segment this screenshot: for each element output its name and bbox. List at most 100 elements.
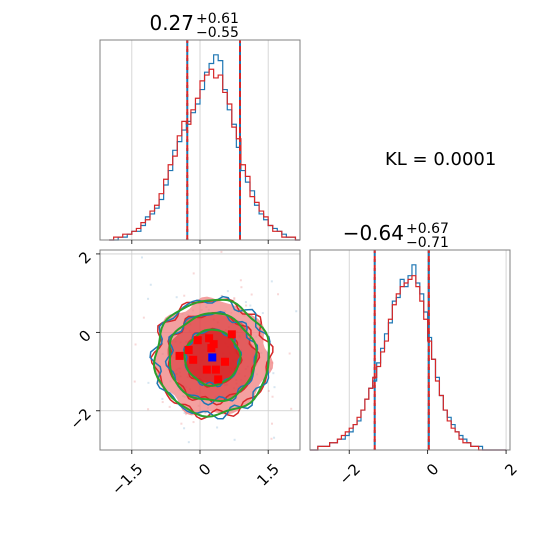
sample-point [147,381,150,384]
sample-point [185,413,188,416]
joint-content [133,243,346,444]
sample-point [273,436,276,439]
y-marginal-ticks: −2 0 2 [336,450,521,488]
y-tick-label: 2 [75,248,94,267]
sample-point [147,297,150,300]
sample-point [233,297,236,300]
sample-point [169,397,172,400]
sample-point [192,421,195,424]
x-marginal-quantiles [186,40,241,240]
joint-panel: −1.5 0 1.5 −2 0 2 [66,243,346,499]
sample-point [277,293,280,296]
contour-green [153,298,270,418]
sample-point [270,280,273,283]
y-marginal-quantiles [373,250,430,450]
sample-point [147,408,150,411]
density-peak-marker [227,330,236,339]
sample-point [272,372,275,375]
density-peak-marker [221,357,229,366]
density-peak-marker [184,346,193,354]
density-peak-marker [205,334,214,343]
sample-point [161,401,164,404]
y-marginal-title-minus: −0.71 [406,235,449,251]
sample-point [290,407,293,410]
sample-point [240,286,243,289]
y-marginal-title-value: −0.64 [343,221,404,245]
hist-series-blue [109,54,300,241]
sample-point [244,301,247,304]
sample-point [183,427,186,430]
density-peak-marker [189,355,198,364]
sample-point [249,304,252,307]
sample-point [239,279,242,282]
sample-point [161,397,164,400]
sample-point [134,343,137,346]
sample-point [141,256,144,259]
sample-point [149,283,152,286]
sample-point [168,405,171,408]
y-marginal-grid [348,250,507,450]
x-tick-label: 0 [195,460,214,479]
hist-series-blue [310,264,507,451]
sample-point [226,290,229,293]
density-peak-marker [175,351,184,360]
x-tick-label: 0 [423,460,442,479]
sample-point [344,343,346,345]
contour-green [168,312,258,403]
sample-point [221,295,224,298]
sample-point [183,411,186,414]
kl-annotation: KL = 0.0001 [385,149,496,170]
sample-point [270,437,273,440]
sample-point [273,386,276,389]
x-marginal-title-value: 0.27 [149,11,194,35]
sample-point [271,395,274,398]
sample-point [175,296,178,299]
mode-marker [208,353,217,362]
sample-point [216,426,219,429]
sample-point [204,411,207,414]
sample-point [183,294,186,297]
y-marginal-title-plus: +0.67 [406,221,449,237]
contour-green [183,328,242,387]
sample-point [270,422,273,425]
sample-point [267,389,270,392]
sample-point [261,312,264,315]
sample-point [288,352,291,355]
density-peak-marker [207,344,216,353]
sample-point [187,441,190,444]
sample-point [193,243,195,245]
y-tick-label: −2 [66,405,94,433]
sample-point [133,380,136,383]
x-marginal-series [109,54,300,241]
sample-point [233,438,236,441]
sample-point [233,298,236,301]
hist-series-red [109,68,300,241]
sample-point [250,293,253,296]
x-tick-label: 1.5 [253,460,283,490]
density-peak-marker [211,365,220,374]
density-peak-marker [214,375,223,384]
x-marginal-panel: 0.27 +0.61 −0.55 [99,11,301,244]
sample-point [142,316,145,319]
sample-point [295,310,298,313]
y-tick-label: 0 [75,326,94,345]
x-marginal-grid [131,40,269,240]
x-tick-label: 2 [501,460,520,479]
y-marginal-series [310,264,507,451]
sample-point [192,272,195,275]
x-marginal-title-plus: +0.61 [196,11,239,27]
hist-series-red [310,275,507,451]
y-marginal-frame [309,249,511,451]
sample-point [220,250,223,253]
density-peak-marker [193,336,202,345]
density-peak-marker [202,365,211,374]
x-marginal-ticks [131,240,269,244]
contour-blue [182,328,243,388]
x-tick-label: −1.5 [108,460,146,498]
contour-blue [164,310,259,406]
sample-point [245,304,248,307]
sample-point [220,294,223,297]
sample-point [180,422,183,425]
x-tick-label: −2 [336,460,364,488]
